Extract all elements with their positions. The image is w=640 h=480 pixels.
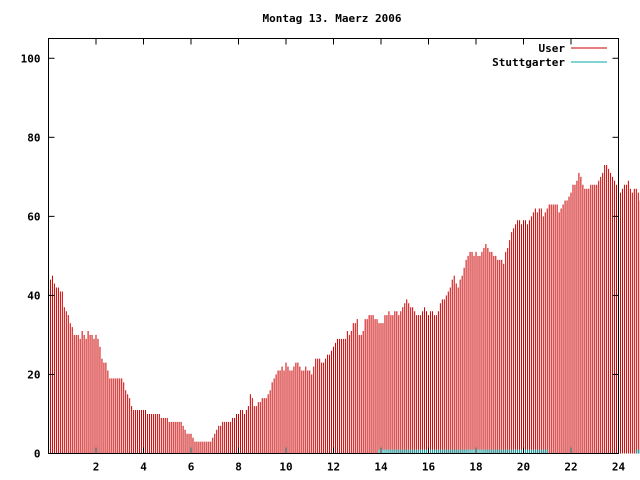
x-tick-label: 4: [140, 461, 147, 474]
y-tick-label: 20: [27, 368, 40, 381]
x-tick-label: 18: [469, 461, 482, 474]
x-tick-label: 22: [564, 461, 577, 474]
y-tick-label: 100: [21, 52, 41, 65]
x-tick-label: 12: [327, 461, 340, 474]
series-user-bars: [49, 164, 640, 454]
x-tick-label: 20: [517, 461, 530, 474]
x-tick-label: 10: [279, 461, 292, 474]
y-tick-label: 40: [27, 289, 40, 302]
y-tick-label: 80: [27, 131, 40, 144]
x-tick-label: 16: [422, 461, 436, 474]
legend-label-stuttgarter: Stuttgarter: [492, 56, 565, 69]
x-tick-label: 24: [612, 461, 626, 474]
y-tick-label: 0: [34, 448, 41, 461]
x-tick-label: 8: [235, 461, 242, 474]
y-tick-label: 60: [27, 210, 40, 223]
x-tick-label: 6: [188, 461, 195, 474]
x-tick-label: 14: [374, 461, 388, 474]
chart-title: Montag 13. Maerz 2006: [262, 12, 401, 25]
legend: User Stuttgarter: [492, 42, 607, 69]
series-stuttgarter-bars: [378, 449, 640, 454]
x-tick-label: 2: [93, 461, 100, 474]
legend-label-user: User: [539, 42, 566, 55]
